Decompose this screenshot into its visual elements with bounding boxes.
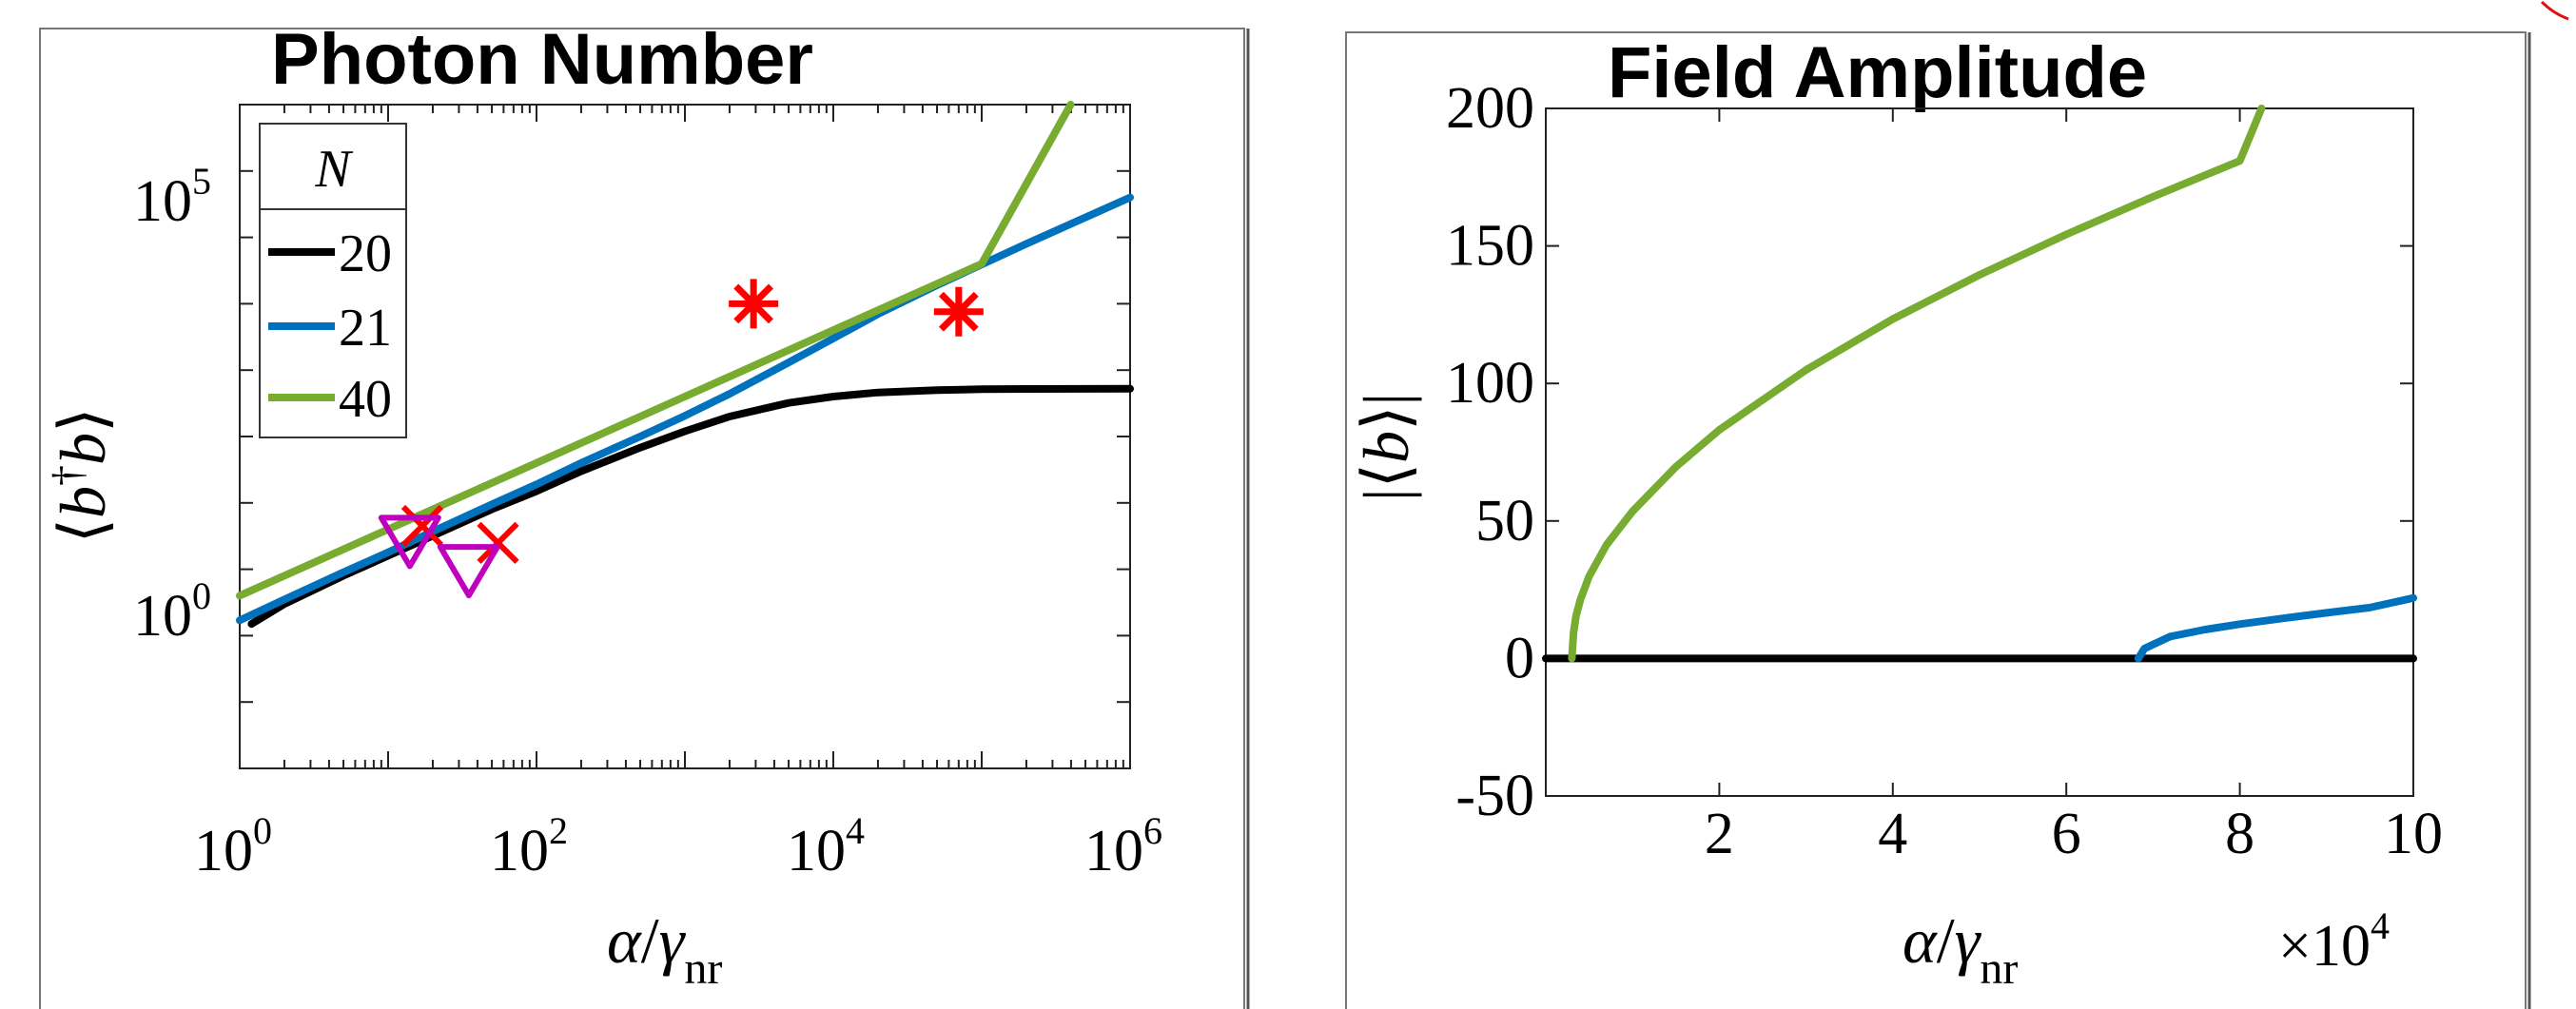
chart-title: Photon Number — [271, 19, 813, 100]
series-lines — [1542, 105, 2417, 663]
photon-number-panel: Photon Number 100 105 100 102 104 106 α/… — [39, 19, 1250, 1009]
star-marker — [933, 286, 984, 337]
series-line-21 — [2134, 593, 2417, 663]
triangle-marker — [437, 544, 500, 599]
corner-decoration — [2540, 0, 2569, 21]
x-tick-label: 8 — [2225, 802, 2254, 866]
panel-frame — [1345, 31, 2527, 1009]
tick-marks — [239, 104, 1131, 769]
y-tick-labels: -50 0 50 100 150 200 — [1446, 76, 1534, 828]
legend-label-20: 20 — [339, 224, 392, 283]
x-tick-label: 10 — [2384, 802, 2443, 866]
y-axis-label: |⟨b⟩| — [1350, 393, 1422, 501]
y-tick-label: 150 — [1446, 214, 1534, 279]
y-axis-label: ⟨b†b⟩ — [45, 407, 119, 543]
cross-marker — [477, 521, 519, 564]
x-tick-label: 2 — [1705, 802, 1734, 866]
chart-title: Field Amplitude — [1608, 32, 2147, 113]
x-tick-label: 4 — [1878, 802, 1907, 866]
y-tick-label: 100 — [1446, 351, 1534, 416]
triangle-marker — [378, 514, 441, 570]
legend: N 20 21 40 — [259, 123, 407, 438]
x-tick-labels: 2 4 6 8 10 — [1705, 802, 2443, 866]
y-tick-label: -50 — [1455, 764, 1534, 828]
y-tick-label: 50 — [1475, 489, 1534, 553]
x-tick-label: 6 — [2052, 802, 2081, 866]
cross-marker — [400, 504, 444, 548]
plot-area — [1545, 107, 2414, 797]
marker-layer — [378, 279, 984, 599]
series-line-40 — [1568, 105, 2266, 663]
legend-title: N — [314, 140, 353, 199]
legend-label-21: 21 — [339, 299, 392, 358]
y-tick-label: 0 — [1505, 626, 1534, 690]
star-marker — [729, 279, 779, 329]
legend-box — [259, 123, 407, 438]
y-tick-label: 200 — [1446, 76, 1534, 141]
legend-label-40: 40 — [339, 370, 392, 429]
